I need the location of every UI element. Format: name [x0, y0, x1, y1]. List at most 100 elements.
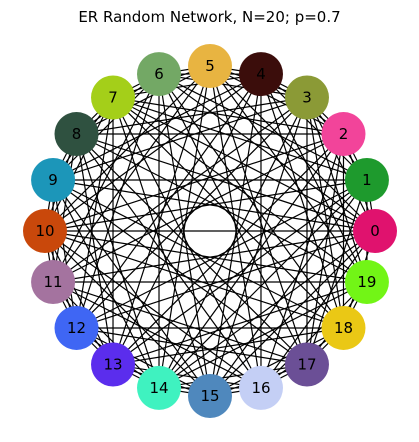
edge-5-8	[76, 65, 211, 135]
edge-4-19	[260, 73, 368, 283]
edge-0-16	[260, 230, 376, 389]
edge-9-15	[52, 179, 211, 397]
node-label-9: 9	[48, 171, 58, 189]
edge-6-9	[52, 73, 160, 181]
node-0: 0	[353, 209, 397, 253]
node-circle-1	[344, 158, 389, 203]
edge-2-11	[52, 133, 344, 283]
edge-7-16	[112, 97, 262, 389]
node-circle-11	[31, 259, 76, 304]
edge-6-17	[158, 73, 308, 365]
edge-3-19	[306, 97, 368, 283]
edge-11-14	[52, 281, 160, 389]
node-label-2: 2	[339, 125, 349, 143]
edge-4-10	[44, 73, 262, 232]
node-19: 19	[344, 259, 389, 304]
edge-8-14	[75, 133, 160, 389]
node-label-8: 8	[72, 125, 82, 143]
edge-10-16	[44, 230, 262, 389]
edge-8-19	[76, 133, 368, 283]
edge-8-17	[76, 133, 308, 365]
node-3: 3	[284, 75, 329, 120]
node-15: 15	[188, 374, 232, 418]
node-circle-4	[238, 52, 283, 97]
node-label-14: 14	[149, 379, 168, 397]
edge-5-14	[158, 65, 211, 389]
node-circle-6	[137, 52, 182, 97]
edge-2-16	[260, 133, 345, 389]
edge-3-14	[158, 97, 308, 389]
node-9: 9	[31, 158, 76, 203]
edge-5-17	[209, 65, 308, 365]
edge-6-11	[52, 73, 160, 283]
edge-1-15	[209, 179, 368, 397]
node-label-4: 4	[256, 65, 266, 83]
edge-0-9	[52, 179, 376, 232]
node-14: 14	[137, 365, 182, 410]
node-label-17: 17	[297, 355, 316, 373]
node-1: 1	[344, 158, 389, 203]
node-circle-15	[188, 374, 232, 418]
edge-1-14	[158, 179, 368, 389]
edge-5-11	[52, 65, 211, 283]
edge-0-15	[209, 230, 376, 397]
edge-1-17	[306, 179, 368, 365]
node-circle-10	[23, 209, 67, 253]
edge-0-14	[158, 230, 376, 389]
node-label-19: 19	[357, 273, 376, 291]
node-5: 5	[188, 44, 232, 88]
edge-9-14	[52, 179, 160, 389]
node-circle-0	[353, 209, 397, 253]
node-circle-19	[344, 259, 389, 304]
edge-7-10	[44, 97, 114, 232]
edge-14-19	[158, 281, 368, 389]
edge-6-15	[158, 73, 211, 397]
edge-4-7	[112, 73, 262, 99]
edge-12-17	[76, 327, 308, 366]
edge-4-18	[260, 73, 345, 329]
node-7: 7	[91, 75, 136, 120]
node-18: 18	[321, 305, 366, 350]
node-circle-7	[91, 75, 136, 120]
edge-12-15	[76, 327, 211, 397]
edge-5-16	[209, 65, 262, 389]
node-label-6: 6	[154, 65, 164, 83]
edge-13-19	[112, 281, 368, 366]
edge-2-5	[209, 65, 344, 135]
edge-13-16	[112, 363, 262, 389]
edge-1-7	[112, 96, 368, 181]
node-label-1: 1	[362, 171, 372, 189]
edge-13-18	[112, 327, 344, 366]
node-16: 16	[238, 365, 283, 410]
edge-3-18	[306, 97, 345, 329]
node-circle-13	[91, 342, 136, 387]
node-circle-16	[238, 365, 283, 410]
edge-5-19	[209, 65, 368, 283]
node-circle-14	[137, 365, 182, 410]
node-12: 12	[54, 305, 99, 350]
edge-5-10	[44, 65, 211, 232]
node-label-13: 13	[103, 355, 122, 373]
edge-6-18	[158, 73, 344, 329]
node-2: 2	[321, 112, 366, 157]
edge-3-12	[76, 97, 308, 329]
edge-11-16	[52, 281, 262, 389]
edge-2-13	[112, 133, 344, 365]
node-13: 13	[91, 342, 136, 387]
edge-8-13	[75, 133, 114, 365]
node-label-12: 12	[67, 319, 86, 337]
edge-7-12	[75, 97, 114, 329]
edge-1-6	[158, 73, 368, 181]
edge-3-8	[76, 96, 308, 135]
edge-2-17	[306, 133, 345, 365]
edge-0-11	[52, 230, 376, 283]
edge-7-18	[112, 97, 344, 329]
edge-10-19	[44, 230, 368, 283]
node-label-18: 18	[334, 319, 353, 337]
node-8: 8	[54, 112, 99, 157]
node-4: 4	[238, 52, 283, 97]
edge-0-6	[158, 73, 376, 232]
edge-9-12	[52, 179, 78, 329]
